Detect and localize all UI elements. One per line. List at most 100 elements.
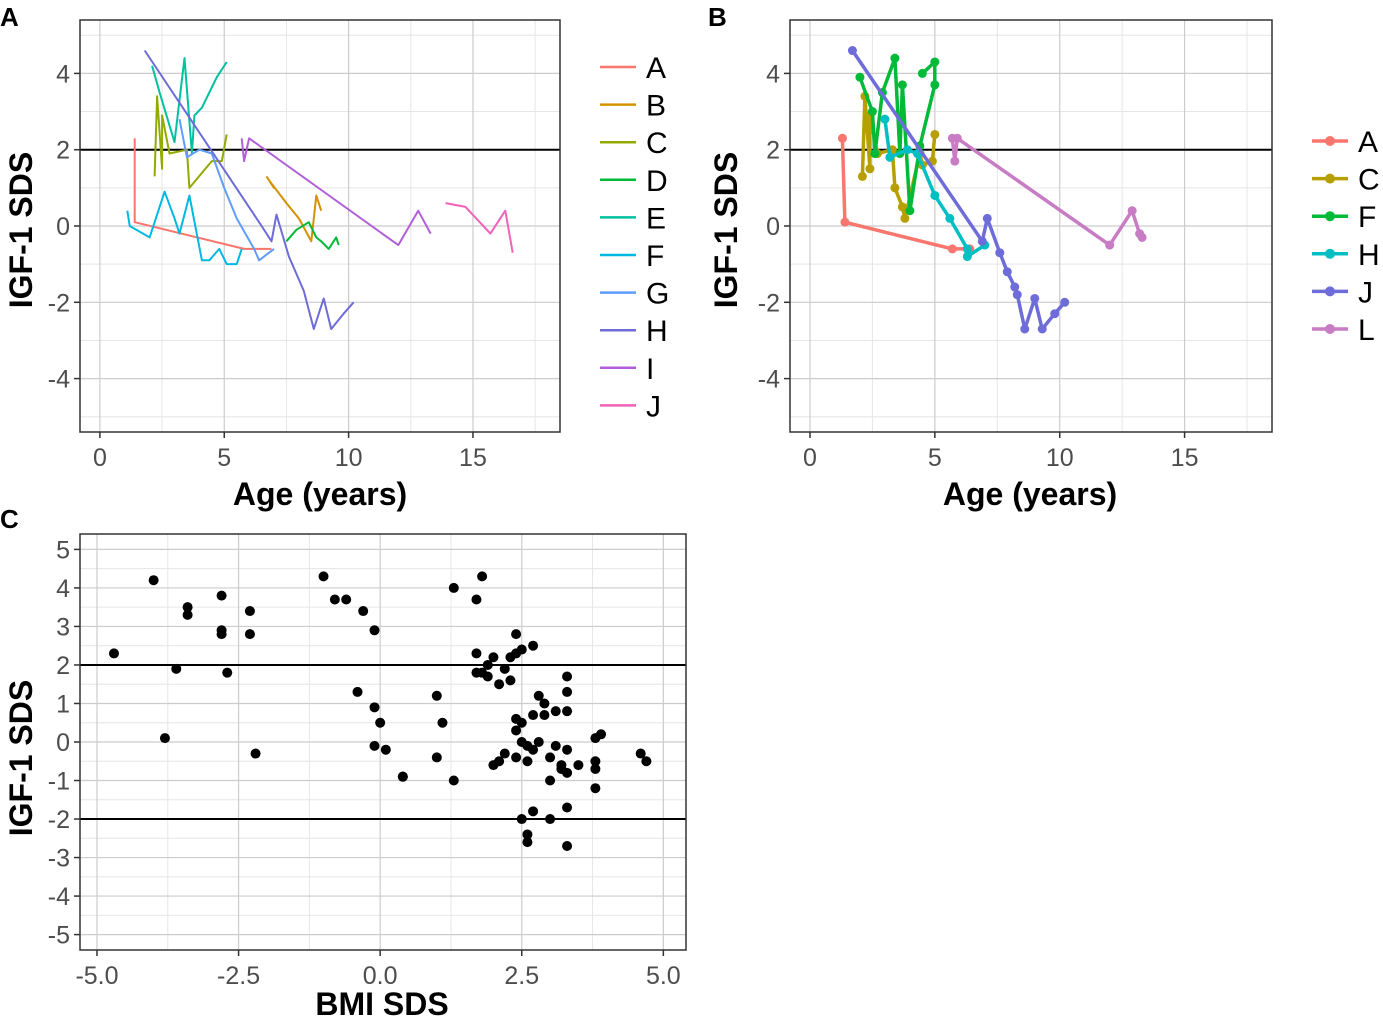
pc-data-point (590, 756, 601, 767)
pc-data-point (528, 640, 539, 651)
panel-c-chart: BMI SDS IGF-1 SDS -5.0 -2.5 0.0 2.5 5.0 -5 -4 -… (3, 533, 687, 1019)
pb-legend-label-f: F (1358, 201, 1376, 234)
pc-data-point (522, 756, 533, 767)
pc-data-point (482, 671, 493, 682)
pc-data-point (494, 756, 505, 767)
pc-data-point (528, 744, 539, 755)
pc-data-point (516, 644, 527, 655)
pa-x-tick-label: 0 (93, 444, 107, 472)
pb-y-tick-label: 0 (766, 213, 780, 241)
pc-data-point (562, 802, 573, 813)
pa-series-line-c (153, 95, 228, 189)
pb-data-point-h (885, 152, 895, 162)
pb-x-tick-label: 5 (928, 444, 942, 472)
pc-y-tick-label: 1 (56, 690, 70, 718)
pa-y-tick-label: -2 (48, 289, 70, 317)
pb-data-point-c (857, 171, 867, 181)
pb-data-point-j (1020, 324, 1030, 334)
pb-legend-label-l: L (1358, 314, 1375, 347)
pb-data-point-j (1037, 324, 1047, 334)
pc-y-tick-label: -1 (48, 768, 70, 796)
pc-data-point (482, 659, 493, 670)
panel-a-title-x: Age (years) (233, 476, 407, 512)
pc-x-tick-label: -5.0 (75, 962, 118, 990)
pa-legend-label-a: A (646, 52, 666, 85)
pc-data-point (533, 737, 544, 747)
pa-series-line-j (445, 202, 514, 253)
pb-data-point-j (1002, 267, 1012, 277)
panel-c-title-y: IGF-1 SDS (3, 680, 39, 836)
pb-data-point-h (962, 252, 972, 262)
pc-data-point (539, 698, 550, 709)
pb-data-point-j (1050, 309, 1060, 319)
pb-data-point-c (890, 183, 900, 193)
pc-data-point (375, 717, 386, 728)
pa-series-line-d (285, 221, 340, 250)
pc-data-point (182, 609, 193, 620)
pc-data-point (505, 675, 516, 686)
pb-data-point-h (930, 190, 940, 200)
pb-data-point-l (1127, 206, 1137, 216)
pc-data-point (171, 663, 182, 674)
pb-data-point-f (905, 206, 915, 216)
pc-data-point (522, 829, 533, 840)
pc-y-tick-label: 0 (56, 729, 70, 757)
pc-data-point (550, 706, 561, 717)
panel-label-a: A (0, 2, 19, 32)
pc-y-tick-label: 5 (56, 536, 70, 564)
pa-series-line-f (126, 190, 243, 266)
pc-data-point (545, 752, 556, 763)
pc-data-point (222, 667, 233, 678)
pc-data-point (244, 606, 255, 617)
pc-data-point (471, 648, 482, 659)
pa-legend-label-b: B (646, 90, 666, 123)
pc-data-point (380, 744, 391, 755)
pb-legend-label-a: A (1358, 126, 1378, 159)
pc-data-point (471, 594, 482, 605)
pc-y-tick-label: 2 (56, 652, 70, 680)
pc-data-point (437, 717, 448, 728)
pc-data-point (448, 582, 459, 593)
pa-y-tick-label: -4 (48, 366, 70, 394)
pc-y-tick-label: 3 (56, 613, 70, 641)
pc-data-point (511, 629, 522, 640)
pc-data-point (341, 594, 352, 605)
pa-x-tick-label: 5 (217, 444, 231, 472)
pb-data-point-c (897, 202, 907, 212)
pc-y-tick-label: -4 (48, 883, 70, 911)
pc-data-point (369, 740, 380, 751)
pb-data-point-f (930, 57, 940, 67)
pc-data-point (590, 783, 601, 794)
pc-data-point (528, 806, 539, 817)
pb-legend-marker-c (1325, 173, 1335, 184)
pc-x-tick-label: 5.0 (646, 962, 681, 990)
pc-data-point (108, 648, 119, 659)
pa-legend-label-j: J (646, 390, 661, 423)
pb-data-point-l (950, 156, 960, 166)
panel-b-chart: Age (years) IGF-1 SDS 0 5 10 15 -4 -2 0 2 4 ACFHJ… (708, 19, 1380, 512)
pc-data-point (352, 686, 363, 697)
pb-data-point-a (947, 244, 957, 254)
pb-legend-marker-f (1325, 211, 1335, 222)
pb-data-point-j (1060, 297, 1070, 307)
pb-data-point-l (1137, 232, 1147, 242)
pc-data-point (159, 733, 170, 744)
pa-legend-label-f: F (646, 240, 664, 273)
pa-series-line-g (178, 119, 275, 262)
pc-x-tick-label: 0.0 (363, 962, 398, 990)
pb-data-point-c (900, 213, 910, 223)
pa-x-tick-label: 10 (335, 444, 363, 472)
pc-data-point (318, 571, 329, 582)
pb-legend-label-h: H (1358, 239, 1380, 272)
pb-legend-label-c: C (1358, 164, 1380, 197)
panel-a-chart: Age (years) IGF-1 SDS 0 5 10 15 -4 -2 0 2 4 ABCDE… (3, 19, 669, 512)
panel-b-title-y: IGF-1 SDS (708, 152, 744, 308)
panel-c-title-x: BMI SDS (315, 986, 448, 1019)
panel-a-title-y: IGF-1 SDS (3, 152, 39, 308)
pa-legend-label-c: C (646, 127, 668, 160)
pc-data-point (545, 814, 556, 825)
pc-data-point (539, 710, 550, 721)
pb-data-point-j (982, 213, 992, 223)
pc-data-point (329, 594, 340, 605)
